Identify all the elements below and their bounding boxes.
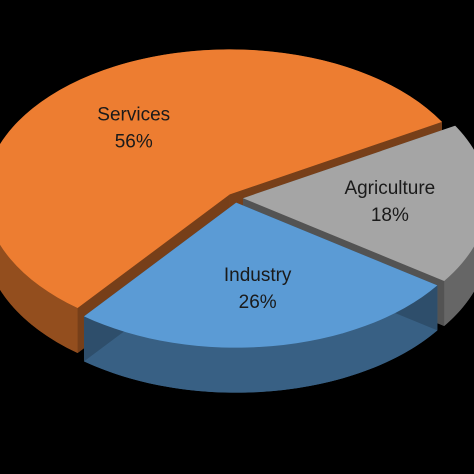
slice [0,49,442,309]
slice-value-label: 26% [239,292,277,313]
slice-label: Services [97,105,170,126]
slice-label: Agriculture [344,178,435,199]
slice-value-label: 56% [115,132,153,153]
slice-value-label: 18% [371,205,409,226]
slice-wall [83,285,438,393]
slice-label: Industry [224,265,292,286]
slice [242,125,474,281]
slice-wall [0,49,442,354]
slice [83,202,438,348]
